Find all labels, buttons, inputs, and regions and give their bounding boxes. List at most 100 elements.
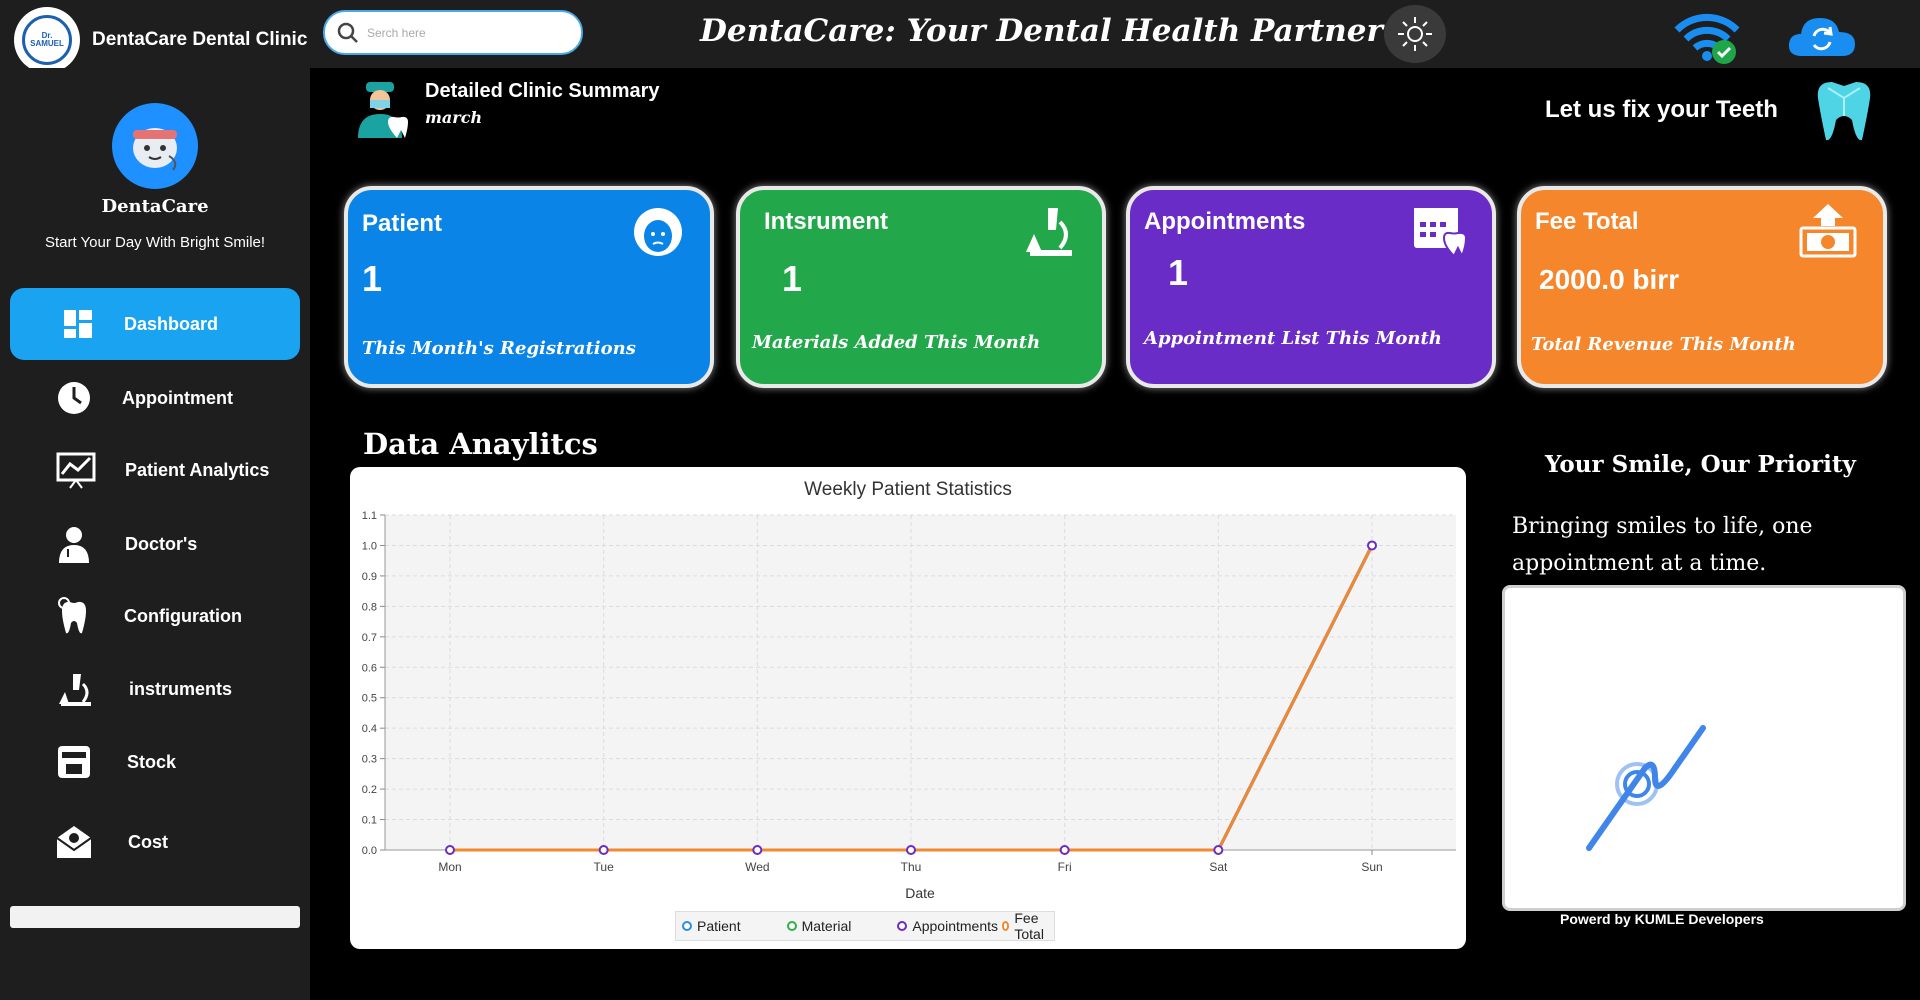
legend-marker (897, 921, 908, 931)
legend-item-material[interactable]: Material (786, 918, 852, 934)
chart-legend: Patient Material Appointments Fee Total (675, 910, 1055, 942)
data-point (1059, 845, 1070, 855)
sidebar-item-label: Doctor's (125, 533, 198, 554)
card-subtitle: This Month's Registrations (362, 338, 636, 359)
y-tick-label: 0.2 (362, 784, 377, 796)
legend-item-patient[interactable]: Patient (682, 918, 741, 934)
x-tick-label: Fri (1058, 860, 1072, 874)
legend-label: Appointments (912, 918, 998, 934)
top-bar: Dr. SAMUEL DentaCare Dental Clinic Denta… (0, 0, 1920, 73)
theme-toggle-button[interactable] (1384, 5, 1446, 63)
sidebar-item-label: Stock (127, 751, 177, 772)
y-tick-label: 0.8 (362, 601, 377, 613)
card-value: 2000.0 birr (1539, 264, 1680, 295)
appointments-card[interactable]: Appointments 1 Appointment List This Mon… (1126, 186, 1496, 388)
legend-item-appointments[interactable]: Appointments (897, 918, 998, 934)
legend-label: Fee Total (1014, 910, 1044, 942)
y-tick-label: 0.4 (362, 723, 377, 735)
sun-icon (1398, 17, 1432, 51)
sidebar-item-label: instruments (129, 678, 233, 699)
data-point (1367, 540, 1377, 551)
legend-label: Patient (697, 918, 741, 934)
money-upload-icon (1799, 204, 1857, 258)
y-tick-label: 1.1 (362, 510, 377, 522)
sidebar-item-stock[interactable]: Stock (10, 726, 300, 798)
powered-by-text: Powerd by KUMLE Developers (1560, 911, 1764, 927)
sidebar-item-instruments[interactable]: instruments (10, 653, 300, 725)
loading-spinner-icon (1586, 725, 1706, 851)
x-tick-label: Mon (438, 860, 461, 874)
sidebar-item-label: Configuration (124, 605, 242, 626)
doctor-icon (54, 524, 94, 564)
summary-title: Detailed Clinic Summary (425, 80, 660, 102)
data-point (752, 845, 763, 855)
line-chart: 0.0 0.1 0.2 0.3 0.4 0.5 0.6 0.7 0.8 0.9 1.0 1.1 Mon T… (350, 467, 1466, 949)
avatar[interactable] (112, 103, 198, 189)
x-tick-label: Sun (1361, 860, 1382, 874)
card-title: Fee Total (1535, 208, 1639, 235)
wifi-connected-icon[interactable] (1672, 10, 1742, 66)
y-tick-label: 0.6 (362, 662, 377, 674)
tooth-icon (1817, 82, 1871, 141)
y-tick-label: 0.3 (362, 754, 377, 766)
data-point (1213, 845, 1224, 855)
x-tick-label: Thu (901, 860, 922, 874)
patient-card[interactable]: Patient 1 This Month's Registrations (344, 186, 714, 388)
fee-total-card[interactable]: Fee Total 2000.0 birr Total Revenue This… (1517, 186, 1887, 388)
card-value: 1 (782, 258, 803, 299)
summary-month: march (425, 108, 483, 127)
sidebar-item-appointment[interactable]: Appointment (10, 362, 300, 434)
card-value: 1 (1168, 252, 1189, 293)
microscope-icon (54, 669, 94, 709)
legend-marker (786, 921, 797, 931)
cloud-sync-icon[interactable] (1786, 12, 1858, 60)
legend-item-fee-total[interactable]: Fee Total (1002, 910, 1047, 942)
y-tick-label: 0.0 (362, 845, 377, 857)
brand-name: DentaCare Dental Clinic (92, 29, 308, 50)
card-value: 1 (362, 258, 383, 299)
instrument-card[interactable]: Intsrument 1 Materials Added This Month (736, 186, 1106, 388)
card-title: Patient (362, 210, 443, 237)
patient-face-icon (634, 208, 682, 256)
card-subtitle: Total Revenue This Month (1531, 334, 1796, 355)
y-tick-label: 1.0 (362, 540, 377, 552)
sidebar-item-dashboard[interactable]: Dashboard (10, 288, 300, 360)
legend-label: Material (801, 918, 852, 934)
search-input[interactable] (367, 25, 557, 40)
card-title: Appointments (1144, 208, 1306, 235)
data-point (445, 845, 455, 855)
tooth-gear-icon (54, 596, 94, 636)
smile-text: Bringing smiles to life, one appointment… (1512, 514, 1813, 576)
sidebar-item-patient-analytics[interactable]: Patient Analytics (10, 434, 300, 506)
profile-name: DentaCare (101, 196, 209, 217)
sidebar-item-cost[interactable]: Cost (10, 806, 300, 878)
search-box[interactable] (323, 10, 583, 55)
search-icon (337, 22, 358, 43)
legend-marker (682, 921, 692, 931)
sidebar-item-label: Dashboard (124, 313, 219, 334)
plot-area (385, 515, 1456, 850)
clock-icon (54, 378, 94, 418)
store-icon (54, 742, 94, 782)
brand: Dr. SAMUEL DentaCare Dental Clinic (14, 7, 307, 73)
x-tick-label: Sat (1209, 860, 1228, 874)
data-point (598, 845, 609, 855)
card-subtitle: Materials Added This Month (752, 332, 1041, 353)
legend-marker (1002, 921, 1010, 931)
sidebar: DentaCare Start Your Day With Bright Smi… (0, 68, 310, 1000)
sidebar-item-doctors[interactable]: Doctor's (10, 508, 300, 580)
sidebar-item-label: Cost (128, 831, 168, 852)
y-tick-label: 0.7 (362, 632, 377, 644)
card-title: Intsrument (764, 208, 889, 235)
chart-title: Weekly Patient Statistics (804, 479, 1012, 500)
microscope-icon (1026, 208, 1072, 256)
sidebar-scrollbar[interactable] (10, 906, 300, 928)
smile-title: Your Smile, Our Priority (1545, 451, 1856, 478)
loading-panel (1502, 585, 1906, 911)
y-tick-label: 0.1 (362, 815, 377, 827)
y-tick-label: 0.9 (362, 571, 377, 583)
data-point (906, 845, 916, 855)
sidebar-item-configuration[interactable]: Configuration (10, 580, 300, 652)
analytics-icon (56, 450, 96, 490)
